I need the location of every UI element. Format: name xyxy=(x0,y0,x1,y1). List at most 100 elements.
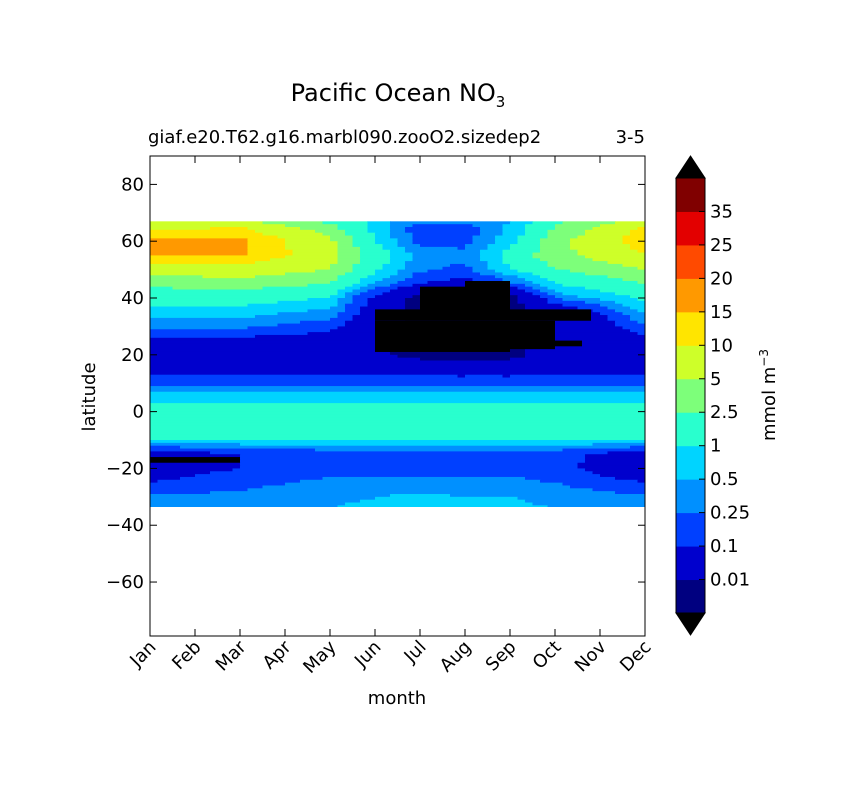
contour-cell xyxy=(360,249,391,254)
contour-cell xyxy=(367,303,406,308)
contour-cell xyxy=(510,374,645,379)
contour-cell xyxy=(637,266,645,271)
colorbar-tick-label: 25 xyxy=(710,235,733,256)
contour-cell xyxy=(637,479,645,484)
contour-cell xyxy=(150,380,645,384)
contour-cell xyxy=(532,346,645,350)
contour-cell xyxy=(495,275,519,279)
contour-cell xyxy=(330,306,346,310)
contour-cell xyxy=(150,241,249,245)
contour-cell xyxy=(562,292,616,296)
contour-cell xyxy=(337,312,361,316)
contour-cell xyxy=(322,476,526,481)
contour-cell xyxy=(367,227,391,231)
contour-cell xyxy=(480,252,504,257)
contour-cell xyxy=(592,471,645,475)
contour-cell xyxy=(352,300,369,305)
contour-cell xyxy=(525,306,579,310)
contour-cell xyxy=(157,479,301,484)
contour-cell xyxy=(315,229,346,234)
contour-cell xyxy=(337,298,354,302)
contour-cell xyxy=(397,280,429,285)
contour-cell xyxy=(337,278,361,282)
contour-cell xyxy=(247,326,339,330)
contour-cell xyxy=(150,320,301,325)
contour-cell xyxy=(532,255,586,259)
contour-cell xyxy=(150,266,331,271)
contour-cell xyxy=(630,317,645,322)
colorbar-label-superscript: −3 xyxy=(757,349,771,367)
contour-cell xyxy=(150,261,256,265)
x-tick-label: Feb xyxy=(168,637,205,674)
contour-cell xyxy=(150,394,645,399)
contour-cell xyxy=(502,249,541,254)
contour-cell xyxy=(375,238,399,242)
contour-cell xyxy=(150,272,286,276)
contour-cell xyxy=(150,232,264,237)
contour-cell xyxy=(390,261,406,265)
y-tick-label: 80 xyxy=(121,174,144,195)
contour-cell xyxy=(637,227,645,231)
contour-cell xyxy=(570,246,631,251)
contour-cell xyxy=(330,329,399,333)
contour-cell xyxy=(352,269,376,274)
contour-cell xyxy=(502,272,534,276)
contour-cell xyxy=(150,468,234,472)
contour-cell xyxy=(585,229,631,234)
contour-cell xyxy=(405,229,481,234)
contour-cell xyxy=(352,235,376,239)
contour-cell xyxy=(150,309,309,313)
contour-cell xyxy=(600,303,624,308)
contour-cell xyxy=(615,491,645,495)
contour-cell xyxy=(547,326,624,330)
contour-cell xyxy=(150,374,459,379)
contour-cell xyxy=(285,241,339,245)
contour-cell xyxy=(150,422,645,427)
contour-cell xyxy=(457,374,466,379)
contour-cell xyxy=(540,249,579,254)
contour-cell xyxy=(502,255,534,259)
y-tick-label: −60 xyxy=(106,572,144,593)
contour-cell xyxy=(510,266,556,271)
contour-cell xyxy=(150,227,211,231)
contour-cell xyxy=(525,349,645,353)
contour-cell xyxy=(150,414,645,418)
colorbar-swatch xyxy=(676,278,705,313)
contour-cell xyxy=(480,258,504,262)
contour-cell xyxy=(547,261,609,265)
contour-cell xyxy=(150,454,241,458)
contour-cell xyxy=(345,309,361,313)
contour-cell xyxy=(600,224,645,228)
contour-cell xyxy=(622,303,645,308)
contour-cell xyxy=(607,275,645,279)
contour-cell xyxy=(307,298,339,302)
contour-cell xyxy=(255,229,316,234)
contour-cell xyxy=(150,491,211,495)
contour-cell xyxy=(502,278,526,282)
contour-cell xyxy=(352,238,376,242)
contour-cell xyxy=(390,221,511,225)
contour-cell xyxy=(547,505,645,507)
contour-cell xyxy=(150,451,211,455)
contour-cell xyxy=(390,493,451,498)
contour-cell xyxy=(615,320,639,325)
contour-cell xyxy=(630,244,645,248)
contour-cell xyxy=(352,289,369,293)
contour-cell xyxy=(150,329,331,333)
contour-cell xyxy=(367,275,391,279)
contour-cell xyxy=(150,445,181,450)
contour-cell xyxy=(150,383,645,387)
contour-cell xyxy=(375,286,399,291)
contour-cell xyxy=(150,349,391,353)
contour-cell xyxy=(345,232,376,237)
contour-cell xyxy=(532,292,549,296)
saturated-region xyxy=(150,457,240,463)
contour-cell xyxy=(547,232,586,237)
colorbar-tick-label: 35 xyxy=(710,201,733,222)
y-axis-label: latitude xyxy=(79,362,100,431)
contour-cell xyxy=(495,269,519,274)
contour-cell xyxy=(637,332,645,336)
x-tick-label: Oct xyxy=(529,637,566,674)
contour-cell xyxy=(390,232,414,237)
contour-cell xyxy=(150,428,645,433)
